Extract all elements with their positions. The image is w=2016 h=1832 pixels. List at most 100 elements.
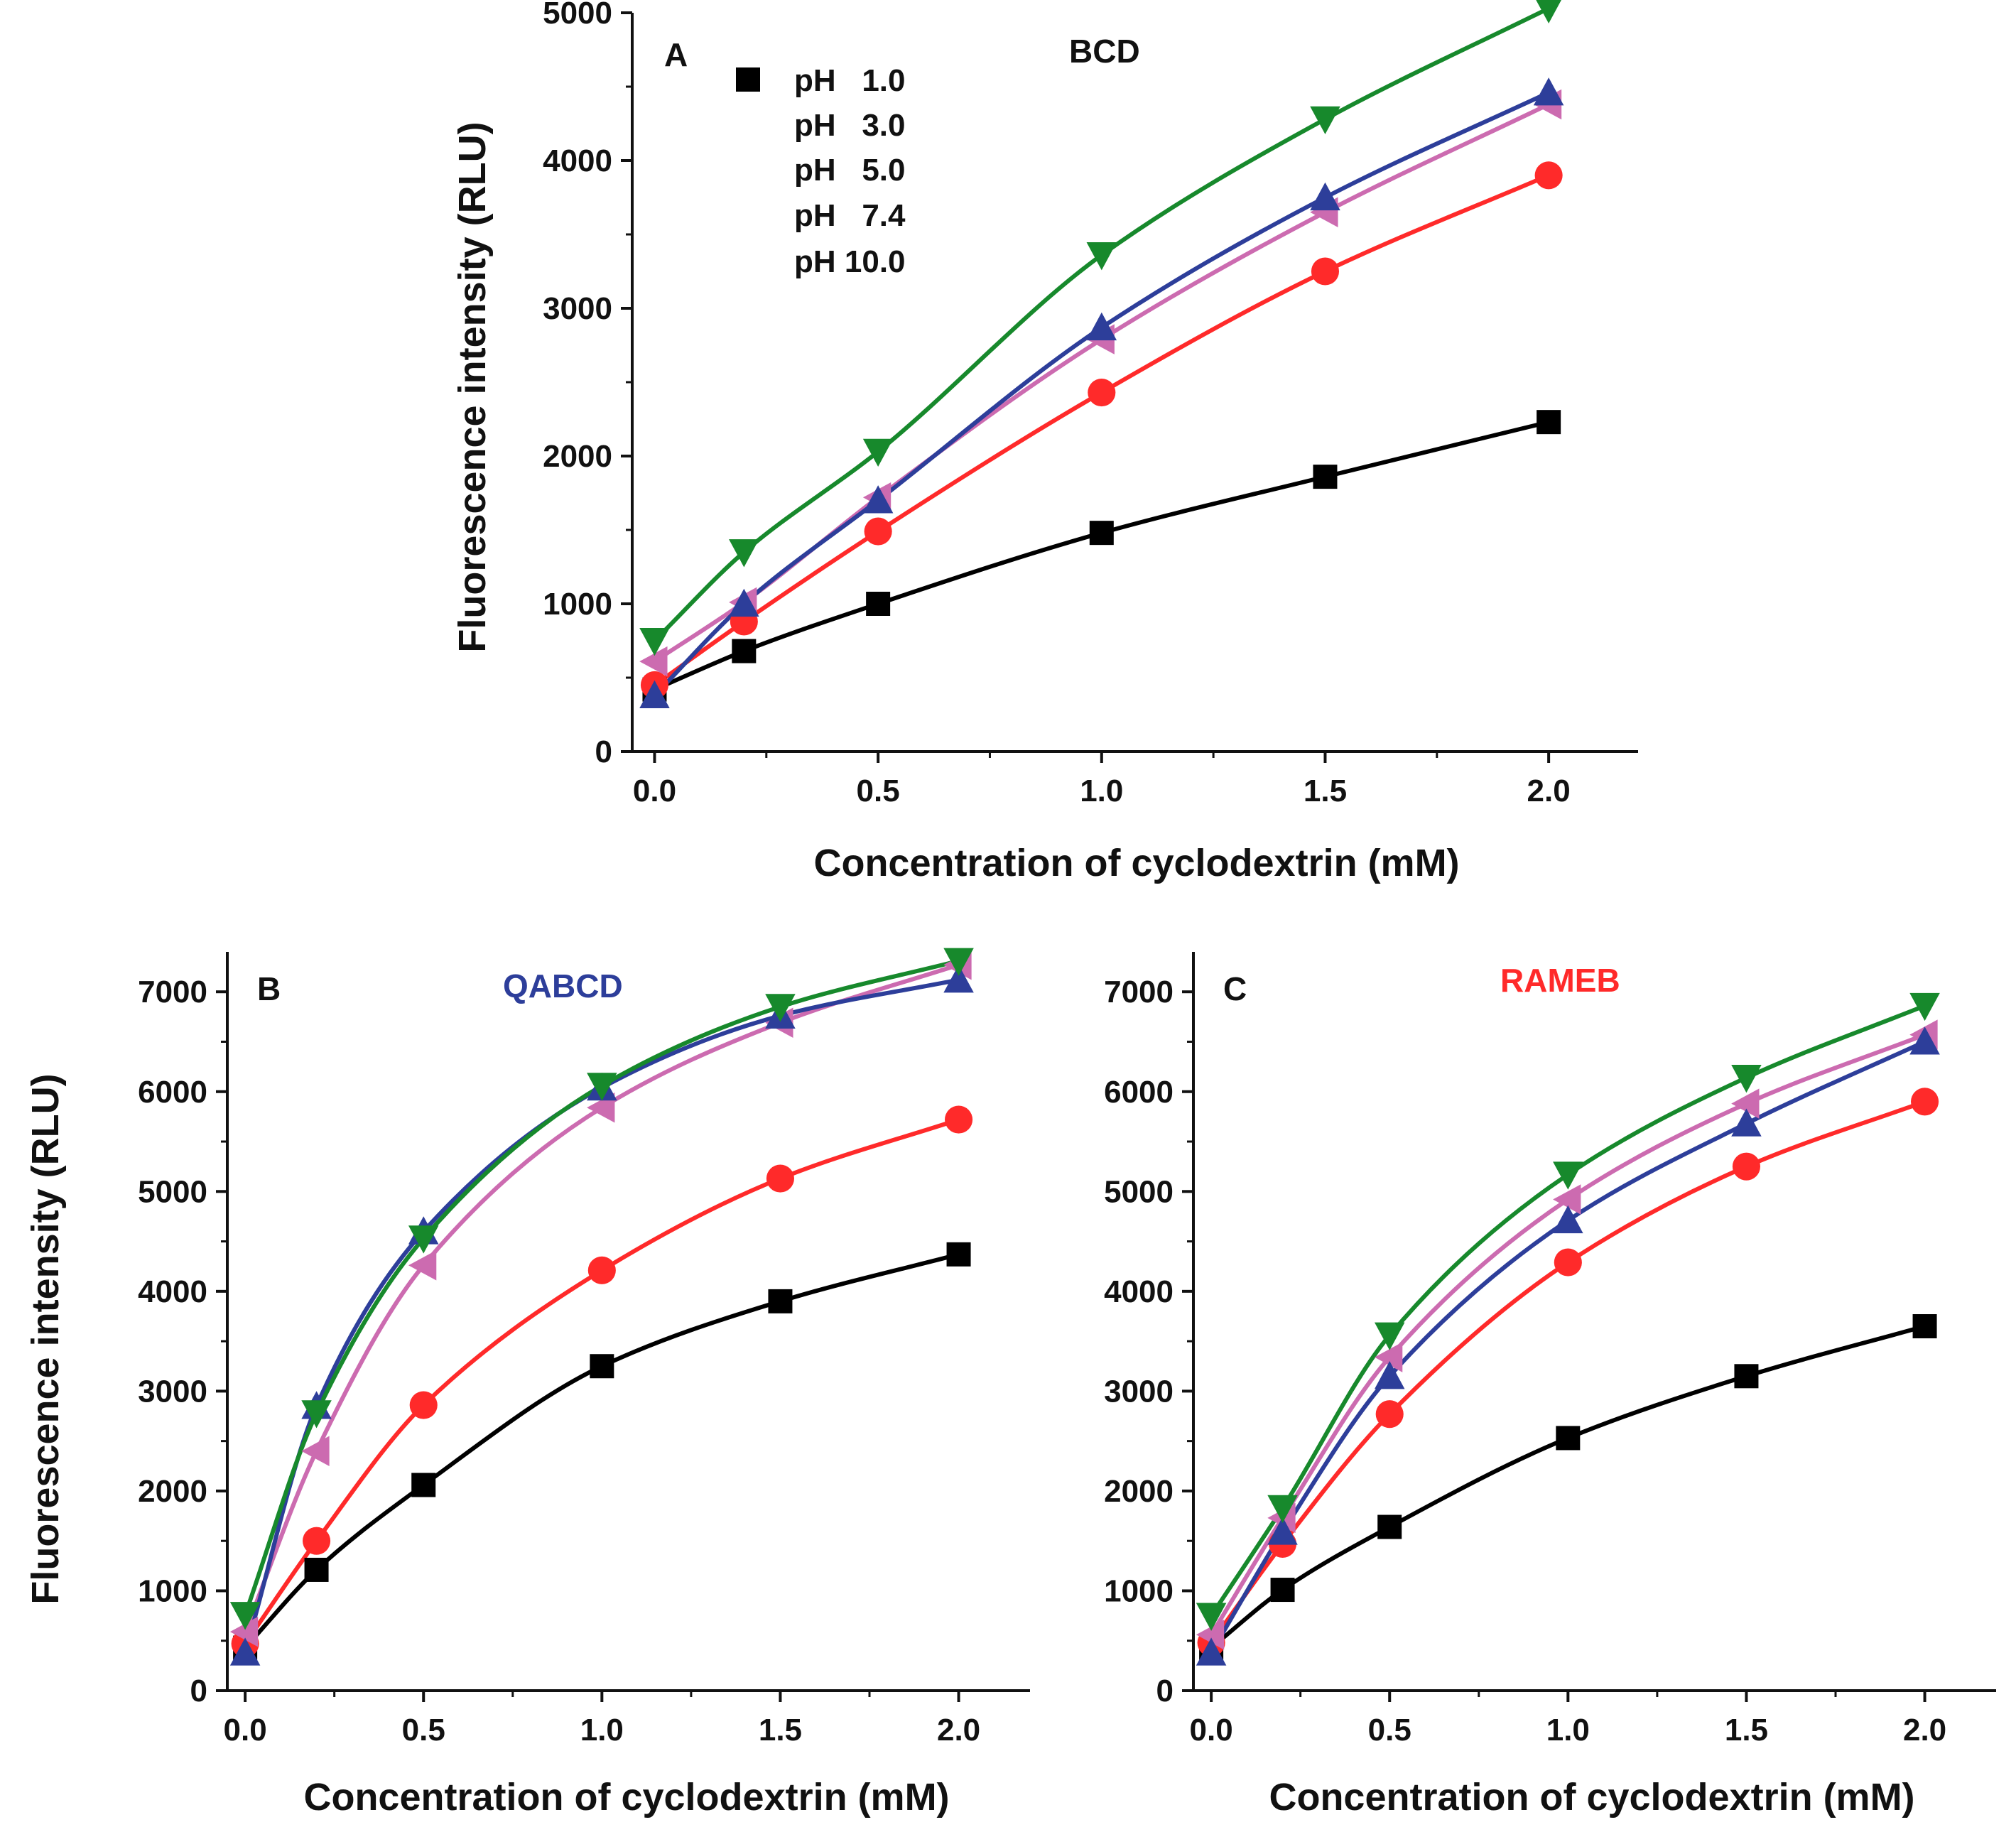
panel-c-data-point-triangle-up (1553, 1205, 1583, 1234)
legend-label-ph-10: pH 10.0 (794, 244, 906, 279)
panel-a-data-point-square (732, 639, 757, 663)
panel-b-data-point-triangle-down (229, 1602, 261, 1630)
legend-label-ph-1: pH 1.0 (794, 63, 906, 98)
panel-a: A BCD Fluorescence intensity (RLU) Conce… (451, 0, 1638, 884)
panel-a-title: BCD (1069, 33, 1140, 70)
panel-b-series-line-triangle-left (243, 963, 960, 1633)
panel-a-data-point-triangle-up (862, 485, 894, 514)
panel-b-data-point-circle (409, 1391, 438, 1419)
panel-a-data-point-square (1089, 521, 1114, 546)
panel-c-y-tick-label: 2000 (1104, 1474, 1174, 1509)
panel-b-y-tick-label: 0 (190, 1674, 207, 1708)
panel-a-data-point-circle (864, 517, 892, 546)
panel-c-data-point-triangle-down (1267, 1495, 1298, 1524)
legend-entry-ph-10: pH 10.0 (794, 244, 906, 279)
panel-c-data-point-circle (1375, 1400, 1404, 1429)
panel-b-x-tick-label: 1.0 (580, 1713, 624, 1747)
panel-b-y-tick-label: 1000 (138, 1573, 207, 1608)
panel-b-data-point-triangle-up (229, 1637, 261, 1666)
panel-a-y-tick-label: 1000 (543, 587, 612, 622)
panel-a-y-tick-label: 4000 (543, 143, 612, 178)
panel-a-y-tick-label: 3000 (543, 291, 612, 326)
panel-b-data-point-triangle-down (765, 994, 796, 1022)
panel-b: B QABCD Fluorescence intensity (RLU) Con… (24, 948, 1030, 1819)
panel-a-data-point-triangle-up (1310, 182, 1340, 211)
panel-c-y-tick-label: 3000 (1104, 1374, 1174, 1409)
panel-a-data-point-triangle-down (1086, 242, 1117, 271)
panel-a-data-point-triangle-up (1086, 312, 1117, 341)
panel-b-data-point-triangle-left (301, 1436, 330, 1466)
panel-a-data-point-square (1537, 410, 1561, 435)
panel-b-data-point-triangle-left (229, 1616, 259, 1647)
panel-c-data-point-triangle-down (1374, 1322, 1405, 1350)
panel-b-data-point-square (304, 1557, 329, 1582)
panel-b-data-point-triangle-left (408, 1250, 437, 1281)
panel-c-data-point-square (1556, 1426, 1581, 1451)
panel-b-data-point-square (411, 1473, 436, 1497)
panel-c-data-point-square (1270, 1578, 1295, 1603)
panel-b-data-point-square (590, 1354, 614, 1379)
panel-b-data-point-triangle-down (587, 1073, 617, 1101)
panel-c-data-point-square (1912, 1314, 1937, 1339)
panel-b-data-point-triangle-up (943, 965, 974, 993)
panel-c-data-point-triangle-up (1909, 1026, 1940, 1055)
panel-c-data-point-circle (1911, 1088, 1939, 1116)
panel-b-y-tick-label: 5000 (138, 1174, 207, 1209)
panel-c-data-point-triangle-up (1196, 1637, 1227, 1666)
panel-b-x-tick-label: 2.0 (937, 1713, 980, 1747)
panel-c-x-tick-label: 1.5 (1725, 1713, 1768, 1747)
panel-b-data-point-triangle-down (408, 1225, 439, 1254)
panel-b-y-tick-label: 3000 (138, 1374, 207, 1409)
panel-a-data-point-square (1313, 465, 1338, 489)
panel-c-x-axis-title: Concentration of cyclodextrin (mM) (1269, 1776, 1914, 1819)
panel-c-data-point-square (1377, 1514, 1402, 1539)
panel-b-data-point-circle (587, 1256, 616, 1284)
panel-b-title: QABCD (503, 968, 623, 1004)
legend-label-ph-5: pH 5.0 (794, 153, 906, 188)
panel-a-data-point-triangle-down (639, 627, 670, 656)
panel-b-x-tick-label: 1.5 (759, 1713, 802, 1747)
panel-a-y-tick-label: 5000 (543, 0, 612, 31)
legend-entry-ph-3: pH 3.0 (794, 108, 906, 143)
panel-b-data-point-triangle-down (943, 948, 974, 976)
panel-a-x-tick-label: 0.5 (857, 774, 900, 808)
panel-b-letter: B (257, 970, 281, 1007)
panel-c-data-point-triangle-up (1731, 1108, 1762, 1137)
panel-b-series-line-triangle-down (243, 958, 960, 1616)
panel-b-data-point-square (946, 1242, 971, 1267)
panel-b-data-point-circle (303, 1527, 331, 1555)
panel-c-y-tick-label: 4000 (1104, 1274, 1174, 1309)
panel-a-y-tick-label: 2000 (543, 439, 612, 474)
panel-a-x-tick-label: 1.5 (1304, 774, 1347, 808)
panel-c-x-tick-label: 0.5 (1368, 1713, 1411, 1747)
panel-c-data-point-circle (1732, 1152, 1760, 1181)
panel-b-x-axis-title: Concentration of cyclodextrin (mM) (303, 1776, 949, 1819)
panel-b-y-axis-title: Fluorescence intensity (RLU) (24, 1073, 67, 1604)
panel-c-data-point-triangle-down (1909, 992, 1940, 1021)
panel-c-data-point-triangle-left (1374, 1342, 1403, 1372)
panel-a-x-tick-label: 1.0 (1080, 774, 1123, 808)
panel-b-data-point-triangle-down (301, 1400, 332, 1429)
panel-a-data-point-triangle-up (729, 588, 759, 617)
legend-entry-ph-1: pH 1.0 (736, 63, 906, 98)
legend-marker-shape (736, 67, 760, 92)
legend: pH 1.0 pH 3.0 pH 5.0 pH 7.4 pH 10.0 (736, 63, 906, 279)
panel-b-y-tick-label: 4000 (138, 1274, 207, 1309)
panel-a-y-axis-title: Fluorescence intensity (RLU) (451, 121, 494, 652)
legend-label-ph-3: pH 3.0 (794, 108, 906, 143)
panel-c-y-tick-label: 5000 (1104, 1174, 1174, 1209)
panel-c-y-tick-label: 1000 (1104, 1573, 1174, 1608)
panel-a-data-point-circle (1534, 161, 1563, 190)
panel-a-data-point-triangle-down (862, 438, 894, 467)
panel-b-x-tick-label: 0.0 (224, 1713, 267, 1747)
panel-c-data-point-circle (1554, 1248, 1582, 1277)
panel-a-data-point-triangle-up (1533, 77, 1564, 106)
panel-c-data-point-triangle-down (1731, 1065, 1762, 1093)
panel-c-x-tick-label: 0.0 (1190, 1713, 1233, 1747)
panel-b-data-point-square (768, 1289, 793, 1313)
panel-a-data-point-triangle-up (639, 680, 670, 709)
panel-b-y-tick-label: 7000 (138, 975, 207, 1009)
panel-b-data-point-circle (945, 1105, 973, 1134)
panel-c-data-point-triangle-up (1374, 1361, 1405, 1389)
